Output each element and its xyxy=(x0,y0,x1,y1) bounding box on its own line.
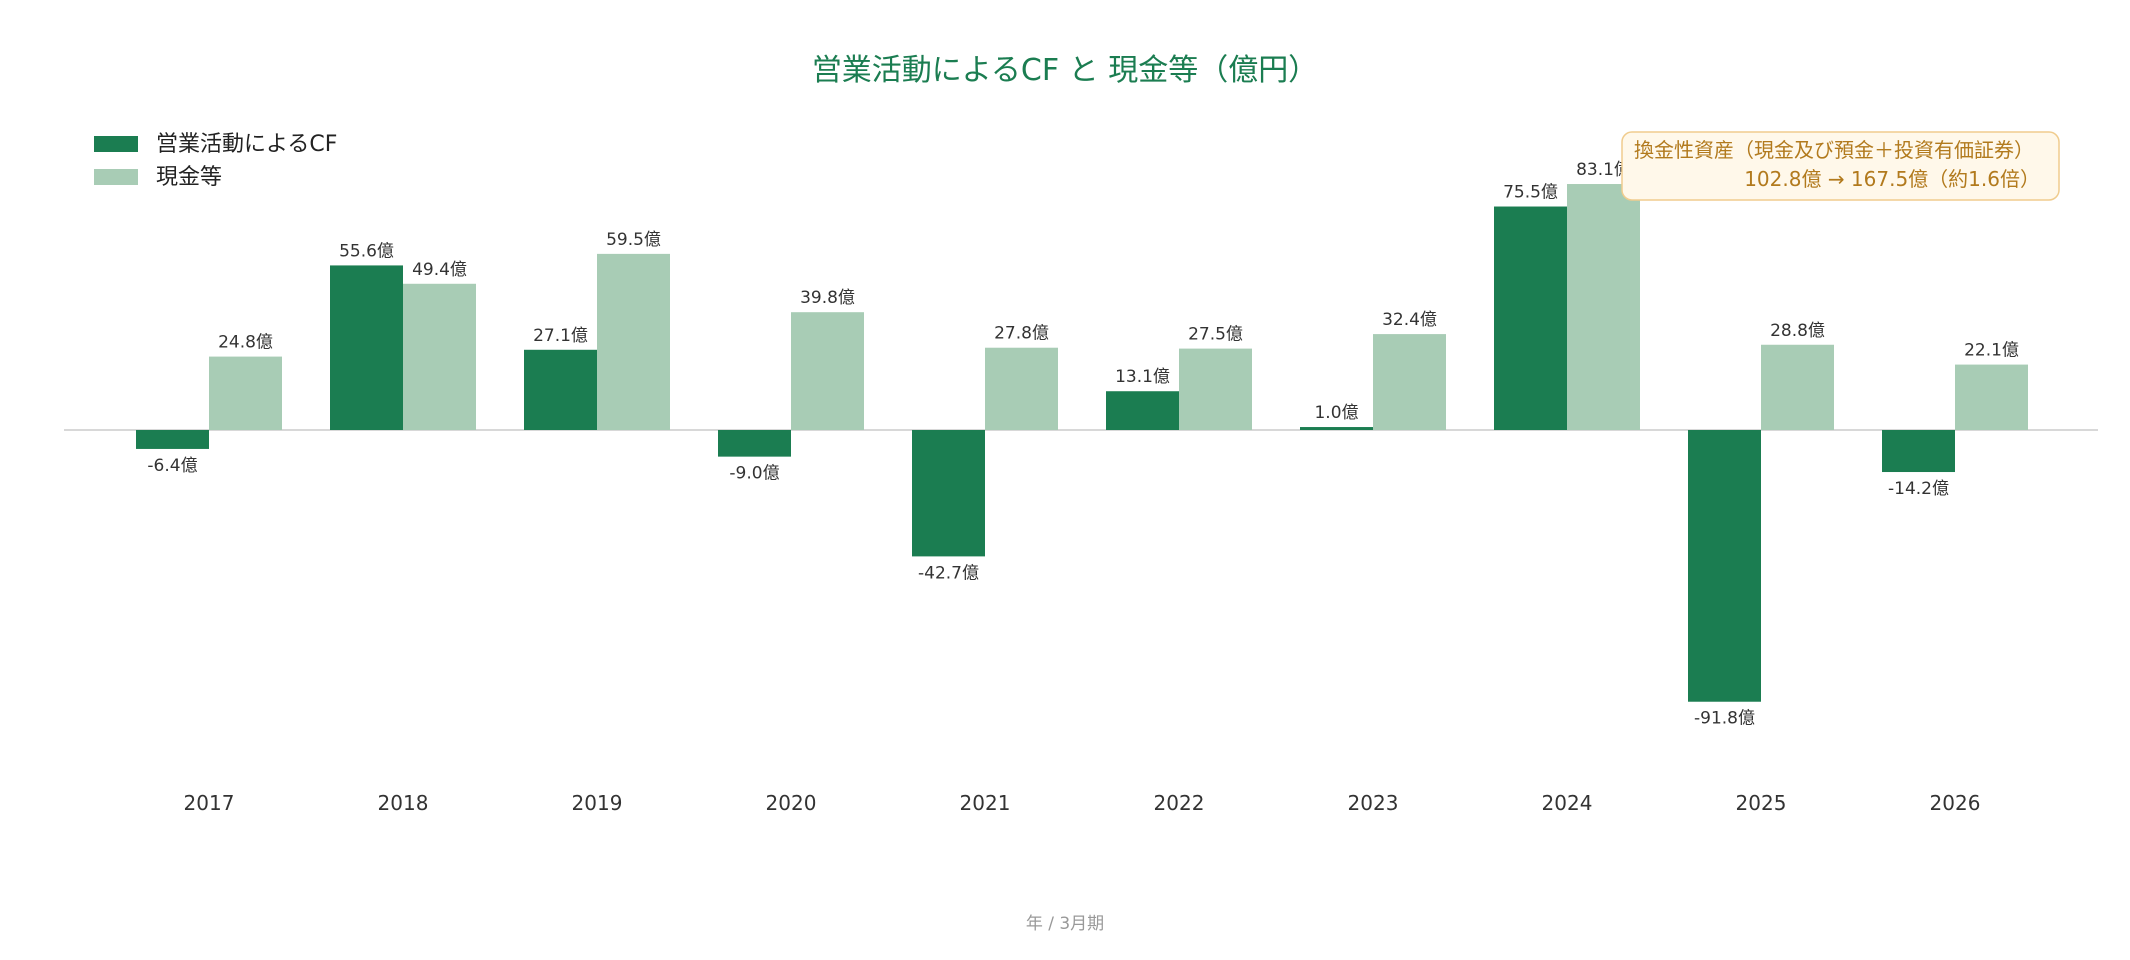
x-tick-2024: 2024 xyxy=(1542,791,1593,815)
annotation-line-1: 換金性資産（現金及び預金＋投資有価証券） xyxy=(1634,138,2034,162)
bar-operating-cf-2022 xyxy=(1106,391,1179,430)
bar-cash-2020 xyxy=(791,312,864,430)
bar-operating-cf-2018 xyxy=(330,265,403,430)
bar-cash-2022 xyxy=(1179,348,1252,430)
value-label-operating-cf-2020: -9.0億 xyxy=(729,464,779,484)
value-label-operating-cf-2019: 27.1億 xyxy=(533,326,588,346)
plot-area: -6.4億 24.8億 2017 55.6億 49.4億 2018 27.1億 59.5億 20… xyxy=(64,160,2098,815)
annotation-box: 換金性資産（現金及び預金＋投資有価証券） 102.8億 → 167.5億（約1.… xyxy=(1621,131,2060,201)
legend-swatch-operating-cf xyxy=(94,136,138,152)
value-label-cash-2018: 49.4億 xyxy=(412,260,467,280)
bar-operating-cf-2021 xyxy=(912,430,985,557)
chart-title: 営業活動によるCF と 現金等（億円） xyxy=(812,53,1318,88)
value-label-operating-cf-2026: -14.2億 xyxy=(1888,479,1949,499)
value-label-operating-cf-2022: 13.1億 xyxy=(1115,367,1170,387)
bar-operating-cf-2023 xyxy=(1300,427,1373,430)
bar-cash-2021 xyxy=(985,347,1058,430)
bar-operating-cf-2017 xyxy=(136,430,209,449)
annotation-background xyxy=(1621,131,2060,201)
value-label-cash-2022: 27.5億 xyxy=(1188,325,1243,345)
bar-cash-2025 xyxy=(1761,344,1834,430)
bar-operating-cf-2024 xyxy=(1494,206,1567,430)
bar-cash-2026 xyxy=(1955,364,2028,430)
value-label-operating-cf-2021: -42.7億 xyxy=(918,563,979,583)
bar-cash-2023 xyxy=(1373,334,1446,430)
value-label-cash-2020: 39.8億 xyxy=(800,288,855,308)
value-label-cash-2021: 27.8億 xyxy=(994,324,1049,344)
legend-label-operating-cf: 営業活動によるCF xyxy=(156,132,337,157)
x-tick-2019: 2019 xyxy=(572,791,623,815)
bar-cash-2018 xyxy=(403,283,476,430)
value-label-operating-cf-2018: 55.6億 xyxy=(339,241,394,261)
x-tick-2017: 2017 xyxy=(184,791,235,815)
legend: 営業活動によるCF 現金等 xyxy=(94,132,337,190)
bar-cash-2024 xyxy=(1567,184,1640,430)
value-label-cash-2023: 32.4億 xyxy=(1382,310,1437,330)
bar-cash-2019 xyxy=(597,253,670,430)
value-label-operating-cf-2024: 75.5億 xyxy=(1503,183,1558,203)
x-axis-label: 年 / 3月期 xyxy=(1026,914,1104,934)
x-tick-2025: 2025 xyxy=(1736,791,1787,815)
x-tick-2020: 2020 xyxy=(766,791,817,815)
value-label-operating-cf-2017: -6.4億 xyxy=(147,456,197,476)
value-label-cash-2019: 59.5億 xyxy=(606,230,661,250)
bar-operating-cf-2026 xyxy=(1882,430,1955,473)
x-tick-2021: 2021 xyxy=(960,791,1011,815)
value-label-cash-2024: 83.1億 xyxy=(1576,160,1631,180)
bar-cash-2017 xyxy=(209,356,282,430)
value-label-cash-2025: 28.8億 xyxy=(1770,321,1825,341)
annotation-line-2: 102.8億 → 167.5億（約1.6倍） xyxy=(1744,167,2040,191)
bar-operating-cf-2025 xyxy=(1688,430,1761,702)
x-tick-2026: 2026 xyxy=(1930,791,1981,815)
bar-operating-cf-2019 xyxy=(524,349,597,430)
value-label-cash-2017: 24.8億 xyxy=(218,333,273,353)
bar-operating-cf-2020 xyxy=(718,430,791,457)
value-label-operating-cf-2023: 1.0億 xyxy=(1314,403,1358,423)
x-tick-2022: 2022 xyxy=(1154,791,1205,815)
legend-label-cash: 現金等 xyxy=(156,165,222,190)
x-tick-2023: 2023 xyxy=(1348,791,1399,815)
value-label-cash-2026: 22.1億 xyxy=(1964,341,2019,361)
legend-swatch-cash xyxy=(94,169,138,185)
x-tick-2018: 2018 xyxy=(378,791,429,815)
value-label-operating-cf-2025: -91.8億 xyxy=(1694,709,1755,729)
